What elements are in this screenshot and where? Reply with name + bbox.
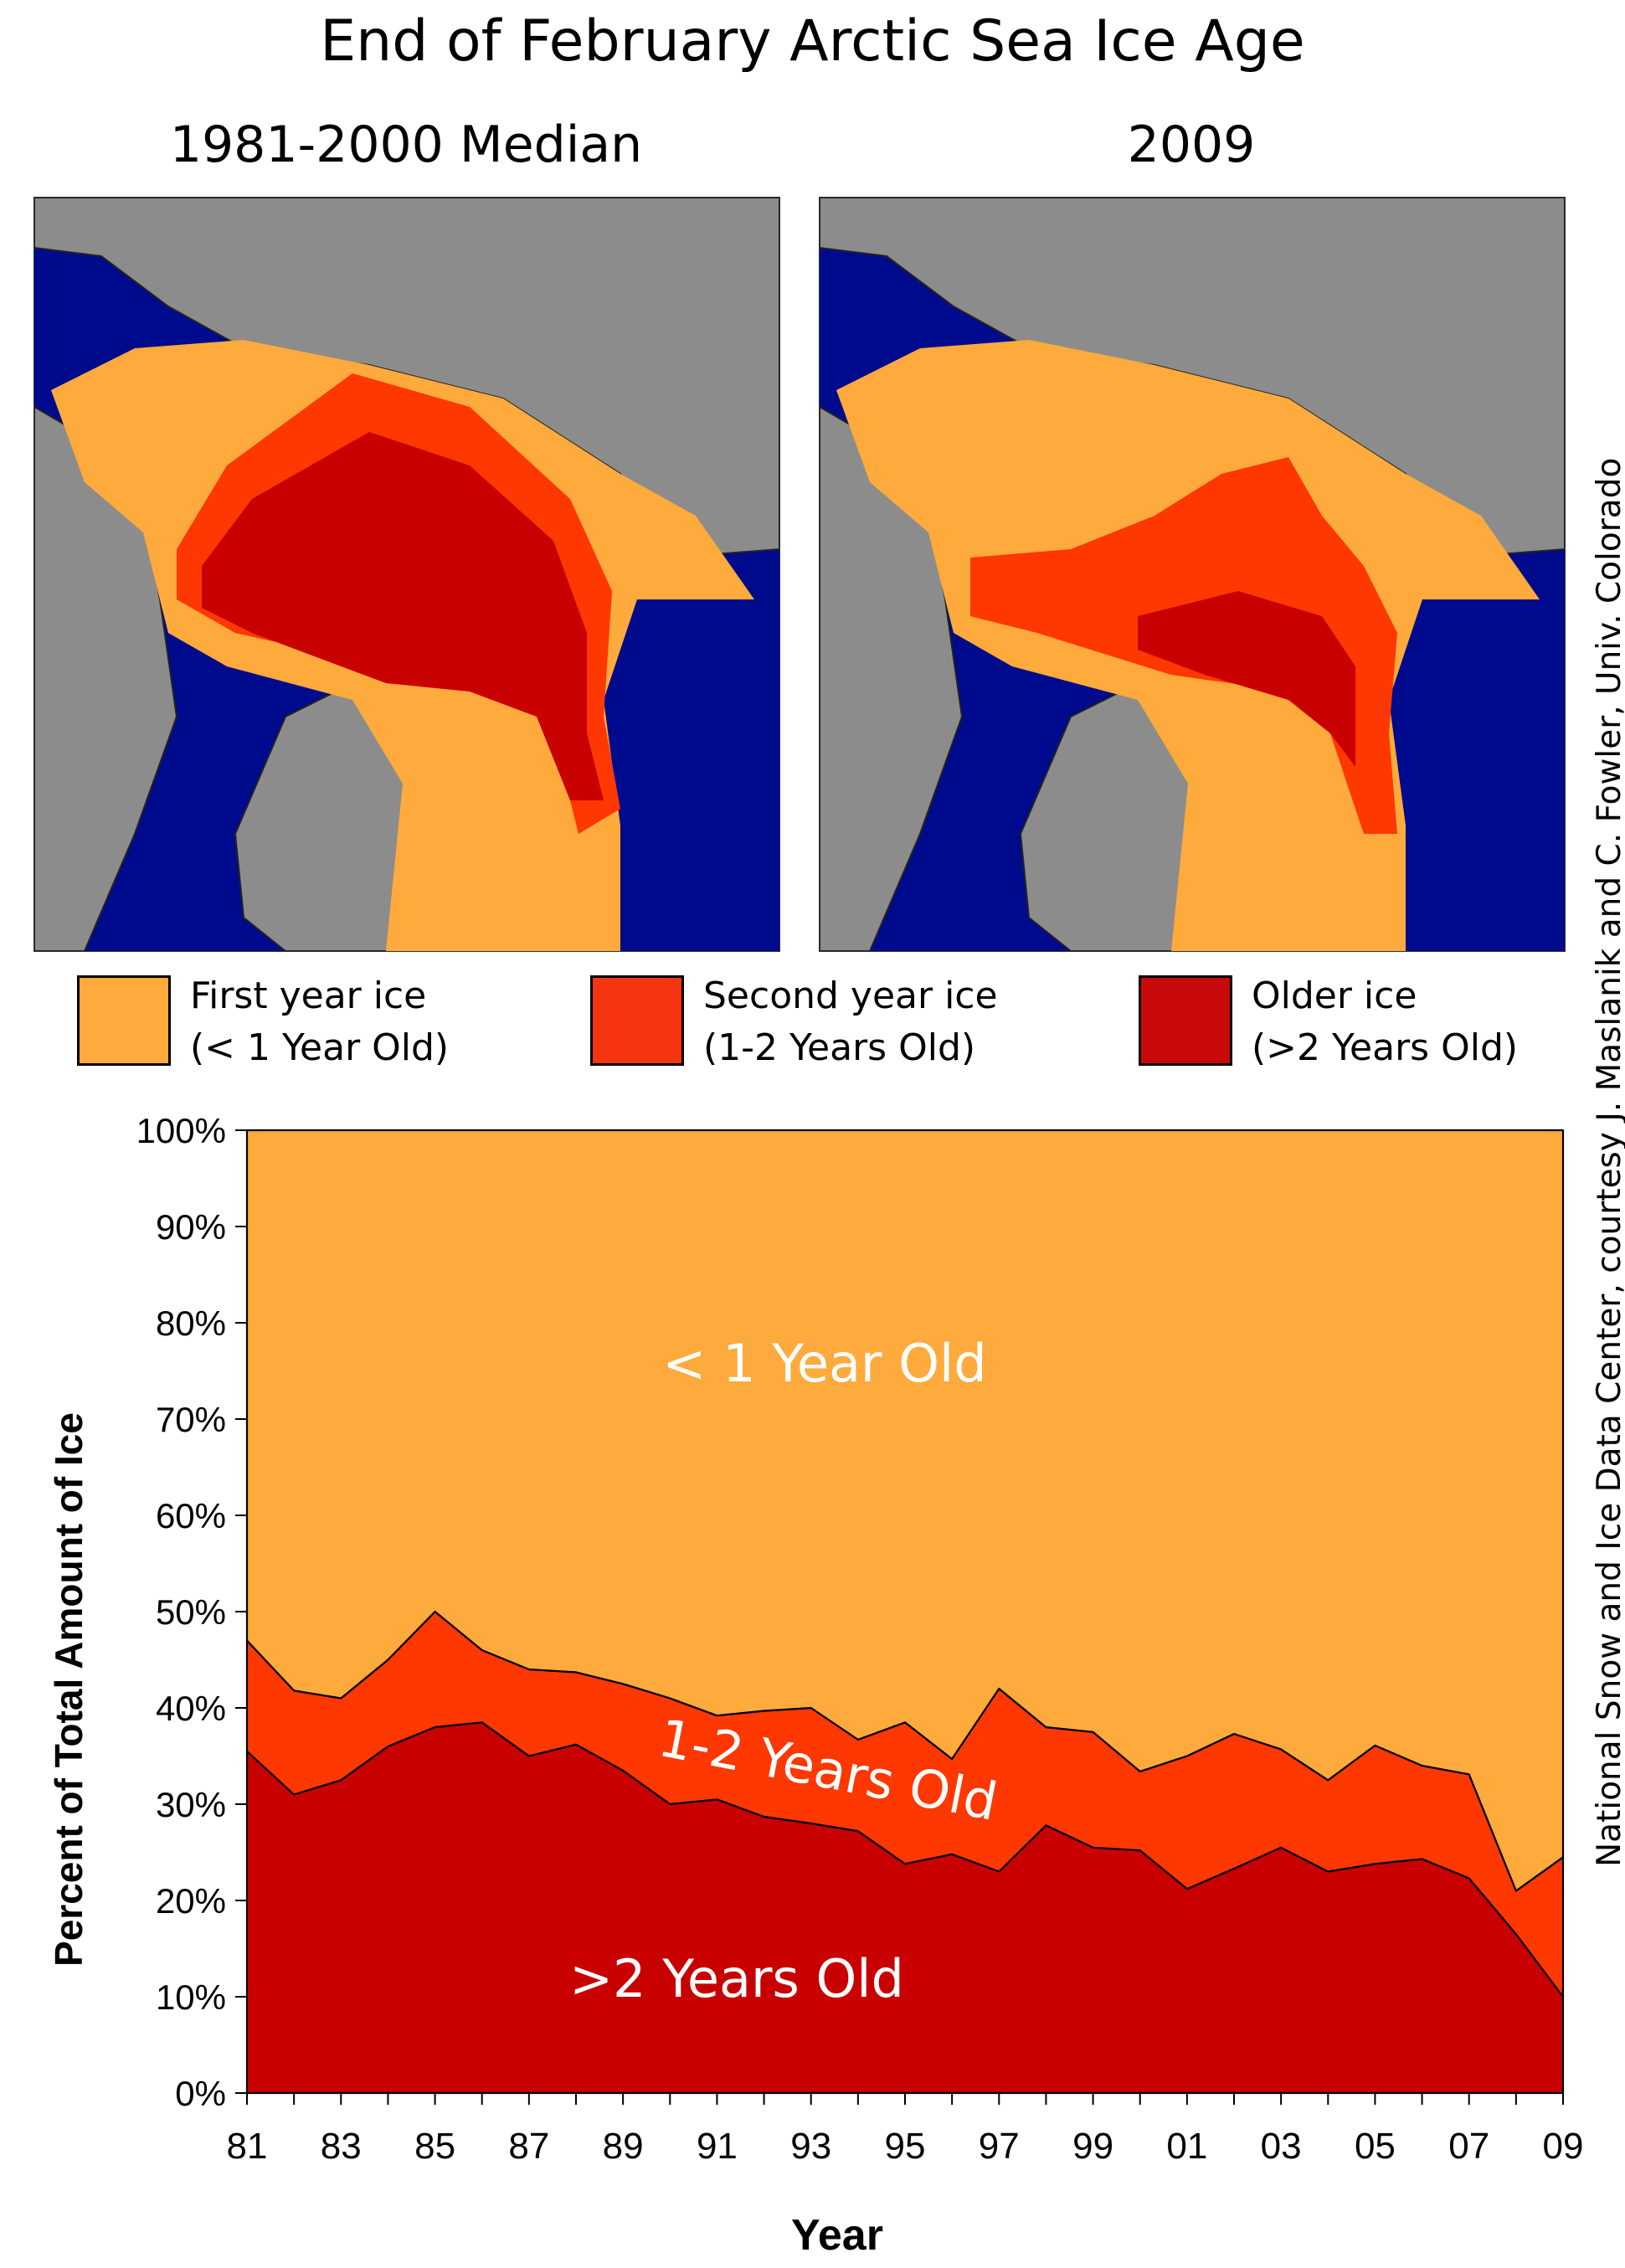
x-tick-label: 81 xyxy=(227,2126,268,2167)
legend-swatch-older xyxy=(1139,975,1232,1066)
y-tick-label: 100% xyxy=(136,1111,226,1150)
y-tick-label: 20% xyxy=(156,1881,226,1921)
y-tick-label: 90% xyxy=(156,1207,226,1247)
y-ticks: 0% 10% 20% 30% 40% 50% 60% 70% 80% 90% 100% xyxy=(136,1111,247,2113)
x-tick-label: 05 xyxy=(1355,2126,1396,2167)
x-tick-label: 91 xyxy=(697,2126,738,2167)
x-tick-label: 87 xyxy=(508,2126,549,2167)
series-label-older: >2 Years Old xyxy=(569,1948,904,2009)
x-tick-label: 93 xyxy=(790,2126,831,2167)
series-label-first-year: < 1 Year Old xyxy=(662,1333,986,1394)
x-tick-label: 01 xyxy=(1166,2126,1207,2167)
x-tick-label: 07 xyxy=(1448,2126,1489,2167)
map-2009-graphic xyxy=(820,198,1565,951)
chart-areas xyxy=(245,1129,1565,2095)
y-tick-label: 30% xyxy=(156,1785,226,1824)
legend-sub-older: (>2 Years Old) xyxy=(1252,1026,1519,1069)
map-1981-2000-median xyxy=(33,197,780,952)
x-tick-label: 09 xyxy=(1543,2126,1584,2167)
legend-text-first-year: First year ice (< 1 Year Old) xyxy=(190,970,449,1074)
map-right-title: 2009 xyxy=(1127,116,1256,174)
x-tick-label: 89 xyxy=(603,2126,644,2167)
map-2009 xyxy=(819,197,1566,952)
legend-sub-second-year: (1-2 Years Old) xyxy=(703,1026,976,1069)
x-tick-label: 99 xyxy=(1072,2126,1113,2167)
legend-label-first-year: First year ice xyxy=(190,975,427,1017)
x-ticks: 81 83 85 87 89 91 93 95 97 99 01 03 05 07 09 xyxy=(227,2093,1584,2167)
legend-text-second-year: Second year ice (1-2 Years Old) xyxy=(703,970,998,1074)
x-tick-label: 83 xyxy=(321,2126,362,2167)
x-tick-label: 97 xyxy=(979,2126,1020,2167)
legend-label-older: Older ice xyxy=(1252,975,1417,1017)
figure-title: End of February Arctic Sea Ice Age xyxy=(320,8,1305,75)
legend-swatch-first-year xyxy=(77,975,171,1066)
y-tick-label: 70% xyxy=(156,1400,226,1439)
x-axis-label: Year xyxy=(791,2211,883,2260)
legend-swatch-second-year xyxy=(590,975,684,1066)
y-tick-label: 80% xyxy=(156,1304,226,1343)
map-left-title: 1981-2000 Median xyxy=(169,116,643,174)
legend-text-older: Older ice (>2 Years Old) xyxy=(1252,970,1518,1074)
x-tick-label: 03 xyxy=(1261,2126,1302,2167)
y-tick-label: 60% xyxy=(156,1496,226,1535)
y-tick-label: 10% xyxy=(156,1977,226,2017)
y-axis-label: Percent of Total Amount of Ice xyxy=(47,1412,90,1967)
legend-sub-first-year: (< 1 Year Old) xyxy=(190,1026,450,1069)
legend-label-second-year: Second year ice xyxy=(703,975,998,1017)
y-tick-label: 0% xyxy=(175,2074,226,2113)
x-tick-label: 95 xyxy=(885,2126,926,2167)
x-tick-label: 85 xyxy=(414,2126,455,2167)
map-1981-2000-graphic xyxy=(34,198,779,951)
y-tick-label: 40% xyxy=(156,1689,226,1728)
y-tick-label: 50% xyxy=(156,1592,226,1632)
